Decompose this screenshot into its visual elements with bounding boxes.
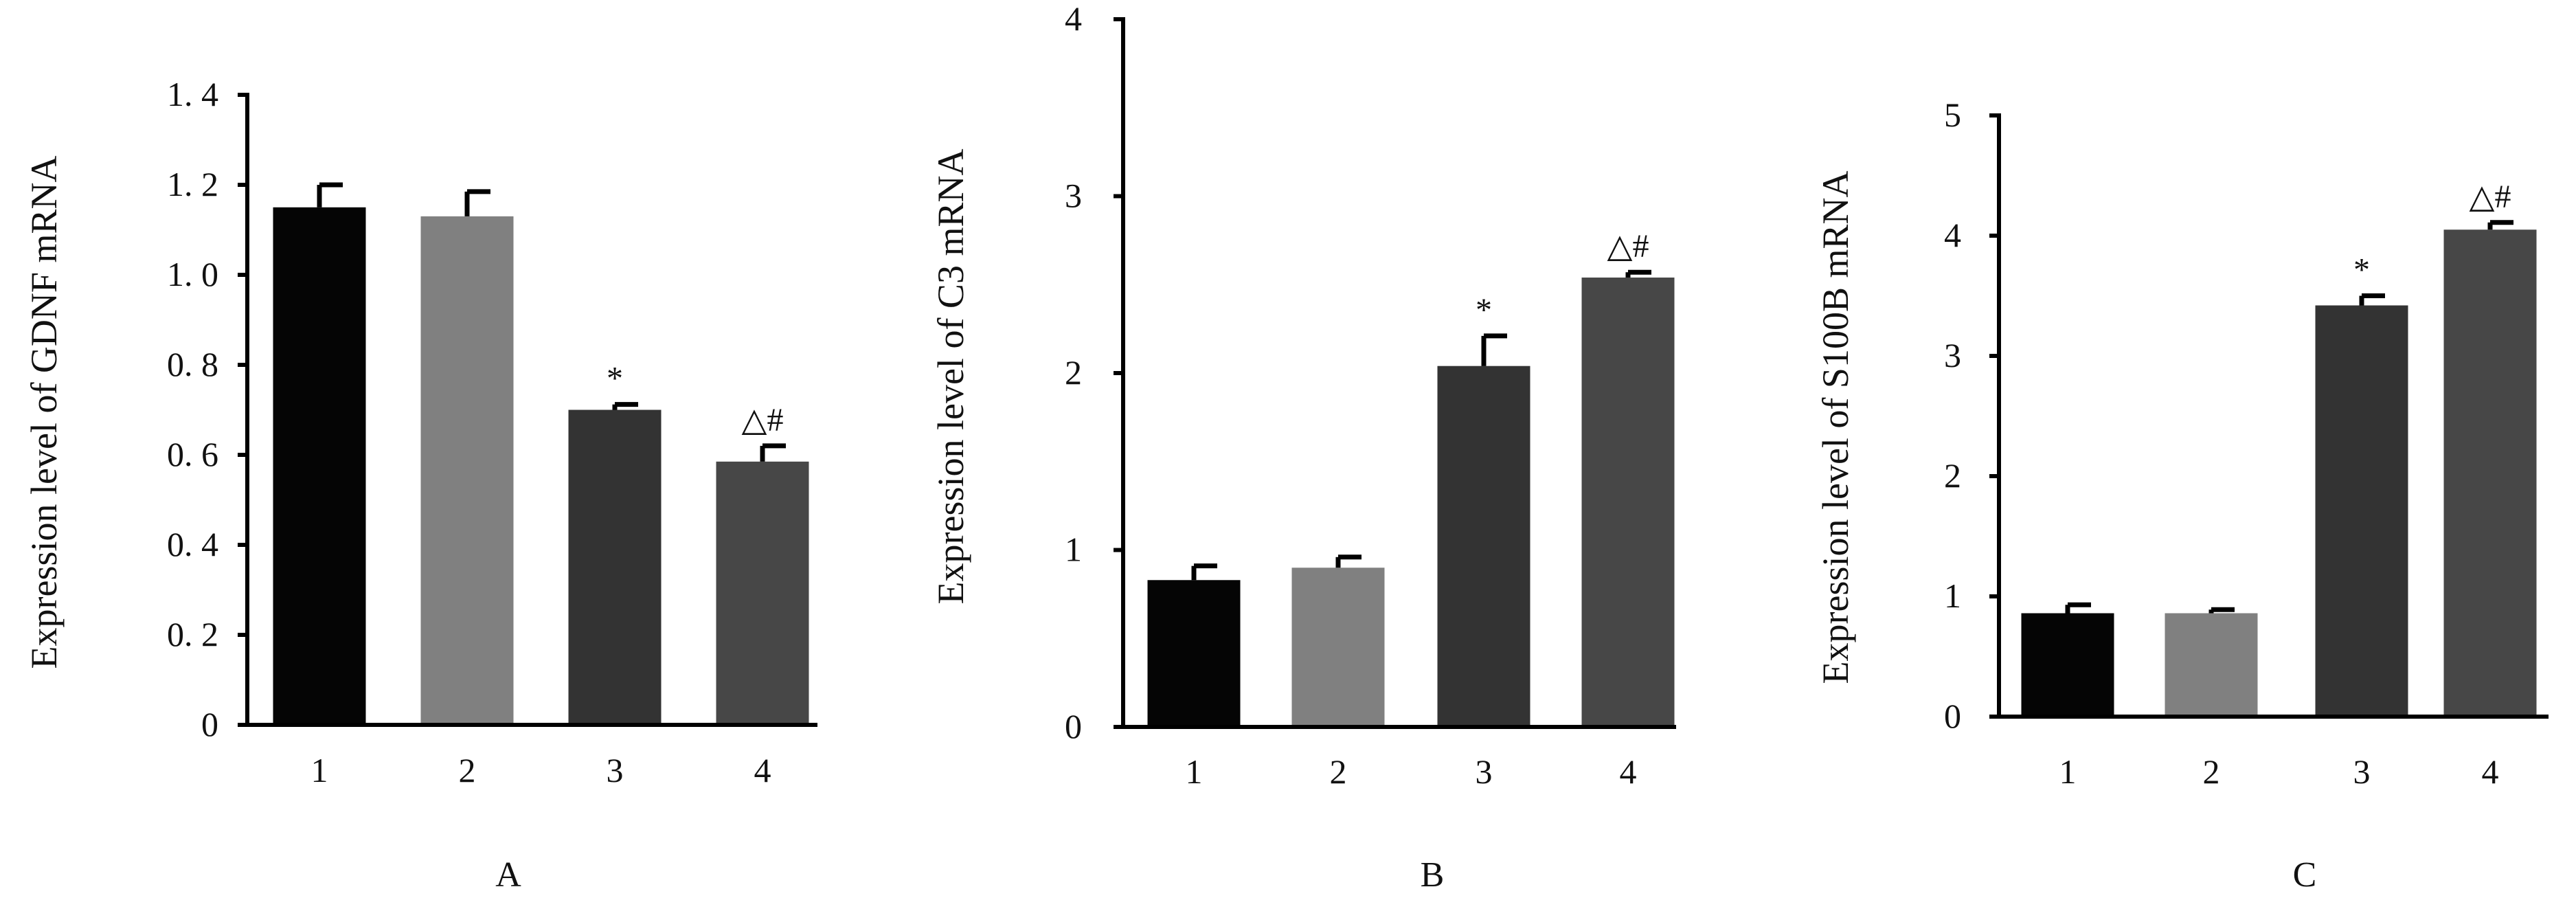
x-tick-label: 2 bbox=[459, 751, 476, 789]
bar bbox=[2165, 613, 2258, 717]
y-axis-label: Expression level of C3 mRNA bbox=[930, 149, 971, 605]
y-tick-label: 3 bbox=[1065, 177, 1082, 215]
y-tick-label: 0 bbox=[1944, 697, 1961, 735]
panel-label: A bbox=[495, 855, 521, 895]
y-tick-label: 3 bbox=[1944, 336, 1961, 374]
bar bbox=[2315, 305, 2408, 717]
y-tick-label: 1 bbox=[1944, 576, 1961, 615]
panel-C: * △# 0 1 2 3 4 5 1 2 3 4 Expression level of S100B m… bbox=[1815, 96, 2549, 895]
y-tick-label: 0 bbox=[1065, 707, 1082, 745]
significance-label: △# bbox=[742, 402, 784, 438]
significance-label: △# bbox=[1607, 228, 1649, 265]
y-axis-label: Expression level of GDNF mRNA bbox=[23, 156, 65, 669]
y-tick-label: 0. 8 bbox=[167, 345, 218, 383]
bar bbox=[1437, 366, 1530, 727]
bar bbox=[716, 461, 809, 725]
bar bbox=[2021, 613, 2114, 717]
bar bbox=[2443, 229, 2537, 717]
significance-label: * bbox=[2353, 252, 2370, 289]
y-tick-label: 0 bbox=[201, 705, 218, 743]
y-tick-label: 1. 0 bbox=[167, 255, 218, 293]
y-tick-label: 0. 2 bbox=[167, 615, 218, 653]
bar bbox=[1147, 580, 1241, 727]
x-tick-label: 1 bbox=[2059, 752, 2077, 791]
panel-A: * △# 0 0. 2 0. 4 0. 6 0. 8 1. 0 1. 2 1. 4 1 2 3 4 Expr… bbox=[23, 75, 817, 895]
bar bbox=[273, 207, 366, 725]
x-tick-label: 2 bbox=[1330, 752, 1347, 791]
y-tick-label: 1. 2 bbox=[167, 165, 218, 203]
y-tick-label: 2 bbox=[1944, 456, 1961, 495]
bar bbox=[1291, 568, 1385, 727]
y-tick-label: 0. 6 bbox=[167, 435, 218, 473]
x-tick-label: 3 bbox=[2353, 752, 2371, 791]
y-tick-label: 4 bbox=[1944, 216, 1961, 254]
x-tick-label: 3 bbox=[607, 751, 624, 789]
y-tick-label: 5 bbox=[1944, 96, 1961, 134]
panel-B: * △# 0 1 2 3 4 1 2 3 4 Expression level of C3 mRNA B bbox=[930, 0, 1676, 895]
significance-label: * bbox=[607, 361, 623, 397]
significance-label: △# bbox=[2470, 179, 2511, 215]
bar bbox=[568, 409, 662, 725]
x-tick-label: 4 bbox=[1620, 752, 1637, 791]
x-tick-label: 1 bbox=[311, 751, 328, 789]
x-tick-label: 3 bbox=[1476, 752, 1493, 791]
y-tick-label: 0. 4 bbox=[167, 525, 218, 563]
x-tick-label: 1 bbox=[1186, 752, 1203, 791]
panel-label: C bbox=[2293, 855, 2317, 895]
bar bbox=[420, 216, 514, 726]
significance-label: * bbox=[1476, 292, 1492, 328]
x-tick-label: 4 bbox=[754, 751, 771, 789]
y-axis-label: Expression level of S100B mRNA bbox=[1815, 171, 1856, 684]
x-tick-label: 4 bbox=[2482, 752, 2499, 791]
panel-label: B bbox=[1421, 855, 1445, 895]
bar bbox=[1581, 277, 1675, 727]
y-tick-label: 1. 4 bbox=[167, 75, 218, 113]
y-tick-label: 1 bbox=[1065, 530, 1082, 569]
y-tick-label: 2 bbox=[1065, 353, 1082, 392]
y-tick-label: 4 bbox=[1065, 0, 1082, 38]
x-tick-label: 2 bbox=[2203, 752, 2220, 791]
